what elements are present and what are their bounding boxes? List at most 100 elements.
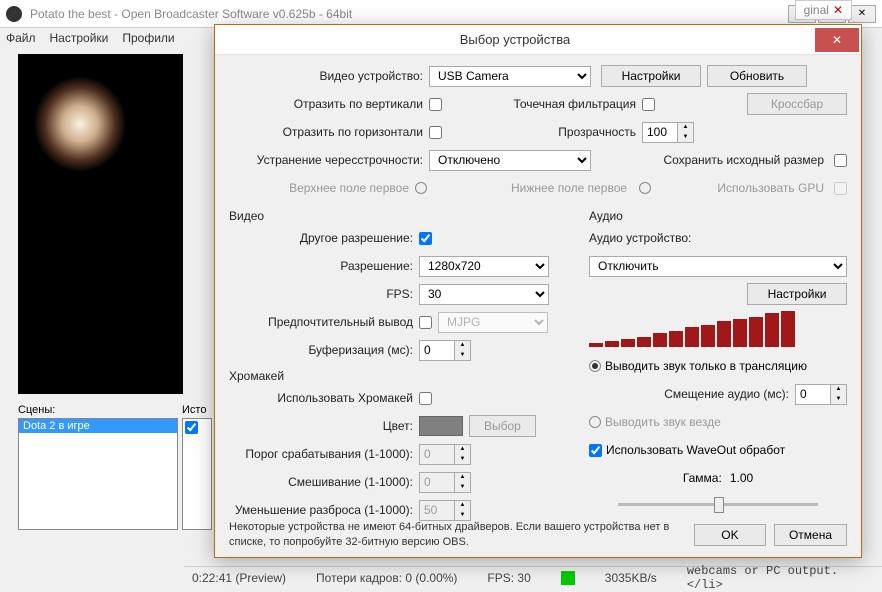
audio-everywhere-label: Выводить звук везде bbox=[605, 415, 721, 429]
use-gpu-label: Использовать GPU bbox=[717, 181, 830, 195]
buffer-input[interactable] bbox=[419, 340, 455, 361]
ok-button[interactable]: OK bbox=[694, 524, 766, 546]
pref-out-checkbox[interactable] bbox=[419, 316, 432, 329]
flip-v-label: Отразить по вертикали bbox=[229, 97, 429, 111]
scenes-list[interactable]: Dota 2 в игре bbox=[18, 418, 178, 530]
dialog-titlebar: Выбор устройства ✕ bbox=[215, 25, 861, 55]
cancel-button[interactable]: Отмена bbox=[774, 524, 847, 546]
flip-v-checkbox[interactable] bbox=[429, 98, 442, 111]
settings-button[interactable]: Настройки bbox=[601, 65, 701, 87]
status-time: 0:22:41 (Preview) bbox=[192, 571, 286, 585]
status-drops: Потери кадров: 0 (0.00%) bbox=[316, 571, 457, 585]
menu-settings[interactable]: Настройки bbox=[50, 31, 109, 45]
opacity-label: Прозрачность bbox=[502, 125, 642, 139]
opacity-input[interactable] bbox=[642, 122, 678, 143]
buffer-spinner[interactable]: ▲▼ bbox=[419, 340, 471, 361]
meter-bar bbox=[589, 343, 603, 347]
status-indicator bbox=[561, 571, 575, 585]
source-item[interactable] bbox=[183, 419, 211, 439]
spill-input bbox=[419, 500, 455, 521]
app-icon bbox=[6, 6, 22, 22]
close-icon: ✕ bbox=[833, 3, 843, 17]
audio-offset-label: Смещение аудио (мс): bbox=[664, 387, 795, 401]
dialog-title: Выбор устройства bbox=[215, 32, 815, 47]
blend-spinner[interactable]: ▲▼ bbox=[419, 472, 471, 493]
meter-bar bbox=[605, 341, 619, 347]
audio-settings-button[interactable]: Настройки bbox=[747, 283, 847, 305]
point-filter-checkbox[interactable] bbox=[642, 98, 655, 111]
window-title: Potato the best - Open Broadcaster Softw… bbox=[30, 7, 788, 21]
bg-tabs: ginal ✕ bbox=[795, 0, 852, 20]
use-chroma-label: Использовать Хромакей bbox=[229, 391, 419, 405]
refresh-button[interactable]: Обновить bbox=[707, 65, 807, 87]
sources-label: Исто bbox=[182, 402, 212, 418]
flip-h-checkbox[interactable] bbox=[429, 126, 442, 139]
audio-device-select[interactable]: Отключить bbox=[589, 256, 847, 277]
buffer-label: Буферизация (мс): bbox=[229, 343, 419, 357]
color-label: Цвет: bbox=[229, 419, 419, 433]
bottom-field-radio bbox=[639, 182, 651, 194]
audio-everywhere-radio[interactable] bbox=[589, 416, 601, 428]
status-fps: FPS: 30 bbox=[487, 571, 530, 585]
scenes-label: Сцены: bbox=[18, 402, 178, 418]
footer-note: Некоторые устройства не имеют 64-битных … bbox=[229, 520, 694, 549]
video-column: Видео Другое разрешение: Разрешение: 128… bbox=[229, 205, 569, 527]
bg-tab-label: ginal bbox=[804, 3, 829, 17]
audio-group-label: Аудио bbox=[589, 209, 847, 223]
sources-list[interactable] bbox=[182, 418, 212, 530]
meter-bar bbox=[781, 311, 795, 347]
flip-h-label: Отразить по горизонтали bbox=[229, 125, 429, 139]
pref-out-select: MJPG bbox=[438, 312, 548, 333]
video-device-label: Видео устройство: bbox=[229, 69, 429, 83]
dialog-body: Видео устройство: USB Camera Настройки О… bbox=[215, 55, 861, 557]
point-filter-label: Точечная фильтрация bbox=[502, 97, 642, 111]
audio-stream-only-radio[interactable] bbox=[589, 360, 601, 372]
meter-bar bbox=[685, 327, 699, 347]
audio-offset-spinner[interactable]: ▲▼ bbox=[795, 384, 847, 405]
preview-area bbox=[18, 54, 183, 394]
dialog-close-button[interactable]: ✕ bbox=[815, 28, 859, 52]
fps-select[interactable]: 30 bbox=[419, 284, 549, 305]
bg-tab: ginal ✕ bbox=[795, 0, 852, 20]
pref-out-label: Предпочтительный вывод bbox=[229, 315, 419, 329]
source-checkbox[interactable] bbox=[185, 421, 198, 434]
bottom-field-label: Нижнее поле первое bbox=[511, 181, 633, 195]
audio-stream-only-label: Выводить звук только в трансляцию bbox=[605, 359, 807, 373]
meter-bar bbox=[749, 317, 763, 347]
use-gpu-checkbox bbox=[834, 182, 847, 195]
blend-label: Смешивание (1-1000): bbox=[229, 475, 419, 489]
use-waveout-checkbox[interactable] bbox=[589, 444, 602, 457]
scene-item[interactable]: Dota 2 в игре bbox=[19, 419, 177, 433]
use-waveout-label: Использовать WaveOut обработ bbox=[606, 443, 785, 457]
audio-offset-input[interactable] bbox=[795, 384, 831, 405]
spill-label: Уменьшение разброса (1-1000): bbox=[229, 503, 419, 517]
close-button[interactable]: ✕ bbox=[848, 5, 876, 23]
res-select[interactable]: 1280x720 bbox=[419, 256, 549, 277]
meter-bar bbox=[733, 319, 747, 347]
preserve-size-label: Сохранить исходный размер bbox=[663, 153, 830, 167]
top-field-label: Верхнее поле первое bbox=[229, 181, 415, 195]
fps-label: FPS: bbox=[229, 287, 419, 301]
statusbar: 0:22:41 (Preview) Потери кадров: 0 (0.00… bbox=[184, 566, 882, 588]
spill-spinner[interactable]: ▲▼ bbox=[419, 500, 471, 521]
use-chroma-checkbox[interactable] bbox=[419, 392, 432, 405]
video-device-select[interactable]: USB Camera bbox=[429, 66, 591, 87]
bg-text: webcams or PC output.</li> bbox=[687, 564, 874, 592]
color-swatch[interactable] bbox=[419, 416, 463, 436]
menu-profiles[interactable]: Профили bbox=[122, 31, 174, 45]
meter-bar bbox=[717, 321, 731, 347]
threshold-input bbox=[419, 444, 455, 465]
other-res-checkbox[interactable] bbox=[419, 232, 432, 245]
device-dialog: Выбор устройства ✕ Видео устройство: USB… bbox=[214, 24, 862, 558]
meter-bar bbox=[701, 325, 715, 347]
preserve-size-checkbox[interactable] bbox=[834, 154, 847, 167]
threshold-label: Порог срабатывания (1-1000): bbox=[229, 447, 419, 461]
threshold-spinner[interactable]: ▲▼ bbox=[419, 444, 471, 465]
gamma-slider[interactable] bbox=[618, 503, 818, 506]
close-icon: ✕ bbox=[832, 33, 842, 47]
slider-thumb[interactable] bbox=[714, 497, 724, 513]
color-select-button: Выбор bbox=[469, 415, 536, 437]
menu-file[interactable]: Файл bbox=[6, 31, 36, 45]
deint-select[interactable]: Отключено bbox=[429, 150, 591, 171]
opacity-spinner[interactable]: ▲▼ bbox=[642, 122, 694, 143]
